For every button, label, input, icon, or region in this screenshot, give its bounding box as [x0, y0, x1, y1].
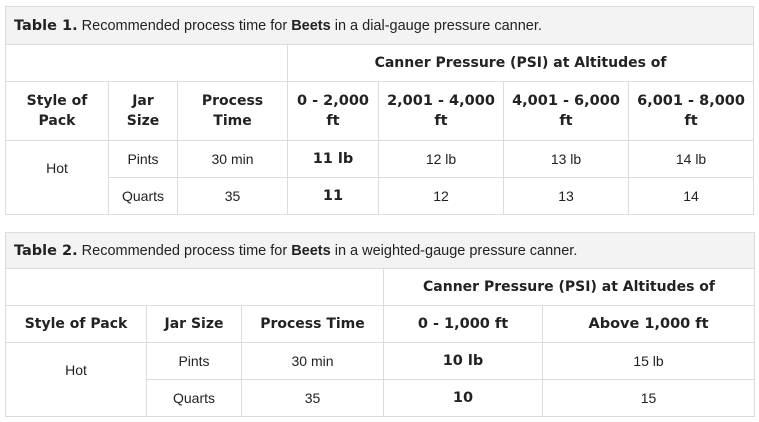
table-2-header-alt2: Above 1,000 ft	[541, 305, 756, 343]
table-2-caption-text-after: in a weighted-gauge pressure canner.	[330, 242, 578, 259]
table-1-header-spacer	[5, 44, 288, 82]
table-1-header-alt1-line2: ft	[326, 113, 340, 129]
table-2-style-cell: Hot	[5, 342, 147, 417]
table-2-row2-alt2: 15	[541, 379, 756, 417]
table-2-row1-alt2: 15 lb	[541, 342, 756, 380]
table-1-row1-alt2: 12 lb	[378, 140, 504, 178]
table-1-row1-alt4: 14 lb	[627, 140, 755, 178]
table-1-header-alt2-line2: ft	[434, 113, 448, 129]
table-row: Quarts 35 10 15	[6, 379, 756, 417]
table-1-header-process-line2: Time	[213, 113, 252, 129]
table-1-row1-jar: Pints	[108, 140, 178, 178]
table-1-header-jar: Jar Size	[108, 81, 178, 141]
table-1-caption-bold-word: Beets	[291, 17, 331, 34]
table-2-row1-alt1: 10 lb	[383, 342, 543, 380]
table-2-header-jar: Jar Size	[146, 305, 242, 343]
table-1-header-process: Process Time	[177, 81, 288, 141]
table-2-header-process: Process Time	[241, 305, 384, 343]
table-1-header-alt2: 2,001 - 4,000 ft	[378, 81, 504, 141]
table-1-header-alt4-line1: 6,001 - 8,000	[637, 93, 745, 109]
table-2-header-style: Style of Pack	[5, 305, 147, 343]
table-1-header-alt4: 6,001 - 8,000 ft	[627, 81, 755, 141]
table-1-row2-alt2: 12	[378, 177, 504, 215]
table-1-header-style-line2: Pack	[38, 113, 76, 129]
table-2-row2-alt1: 10	[383, 379, 543, 417]
table-1-header-alt2-line1: 2,001 - 4,000	[387, 93, 495, 109]
table-1-row2-time: 35	[177, 177, 288, 215]
table-1-header-style-line1: Style of	[26, 93, 88, 109]
table-2-row2-jar: Quarts	[146, 379, 242, 417]
table-1-header-alt3-line2: ft	[559, 113, 573, 129]
table-1-header-jar-line1: Jar	[132, 93, 154, 109]
table-row: Quarts 35 11 12 13 14	[6, 177, 755, 215]
table-2-group-header: Canner Pressure (PSI) at Altitudes of	[382, 268, 756, 306]
table-1-caption: Table 1. Recommended process time for Be…	[4, 6, 755, 45]
table-1-row2-jar: Quarts	[108, 177, 178, 215]
table-row: Hot Pints 30 min 11 lb 12 lb 13 lb 14 lb	[5, 140, 755, 215]
table-1-caption-text-before: Recommended process time for	[77, 17, 292, 34]
table-1-header-alt1: 0 - 2,000 ft	[287, 81, 379, 141]
table-1-header-alt1-line1: 0 - 2,000	[296, 93, 370, 109]
table-1-header-alt3: 4,001 - 6,000 ft	[503, 81, 629, 141]
table-1-header-alt3-line1: 4,001 - 6,000	[512, 93, 620, 109]
table-1-caption-text-after: in a dial-gauge pressure canner.	[330, 17, 542, 34]
table-2-caption-label: Table 2.	[14, 242, 78, 259]
table-1-header-process-line1: Process	[201, 93, 264, 109]
table-2-caption-bold-word: Beets	[291, 242, 331, 259]
table-1-style-cell: Hot	[5, 140, 109, 215]
table-1-dial-gauge: Table 1. Recommended process time for Be…	[4, 6, 755, 215]
table-2-caption: Table 2. Recommended process time for Be…	[4, 232, 756, 269]
table-2-row1-time: 30 min	[241, 342, 384, 380]
table-1-header-style: Style of Pack	[5, 81, 109, 141]
table-2-header-spacer	[5, 268, 384, 306]
table-1-row2-alt1: 11	[287, 177, 379, 215]
table-row: Hot Pints 30 min 10 lb 15 lb	[5, 342, 756, 417]
table-1-group-header: Canner Pressure (PSI) at Altitudes of	[286, 44, 755, 82]
table-2-row2-time: 35	[241, 379, 384, 417]
table-2-row1-jar: Pints	[146, 342, 242, 380]
table-1-row1-alt1: 11 lb	[287, 140, 379, 178]
table-2-weighted-gauge: Table 2. Recommended process time for Be…	[4, 232, 756, 417]
table-1-header-alt4-line2: ft	[684, 113, 698, 129]
table-2-caption-text-before: Recommended process time for	[77, 242, 292, 259]
table-1-header-jar-line2: Size	[126, 113, 160, 129]
table-1-row2-alt3: 13	[503, 177, 629, 215]
table-1-row1-alt3: 13 lb	[503, 140, 629, 178]
table-1-row1-time: 30 min	[177, 140, 288, 178]
table-2-header-alt1: 0 - 1,000 ft	[383, 305, 543, 343]
table-1-row2-alt4: 14	[627, 177, 755, 215]
table-1-caption-label: Table 1.	[14, 17, 78, 34]
